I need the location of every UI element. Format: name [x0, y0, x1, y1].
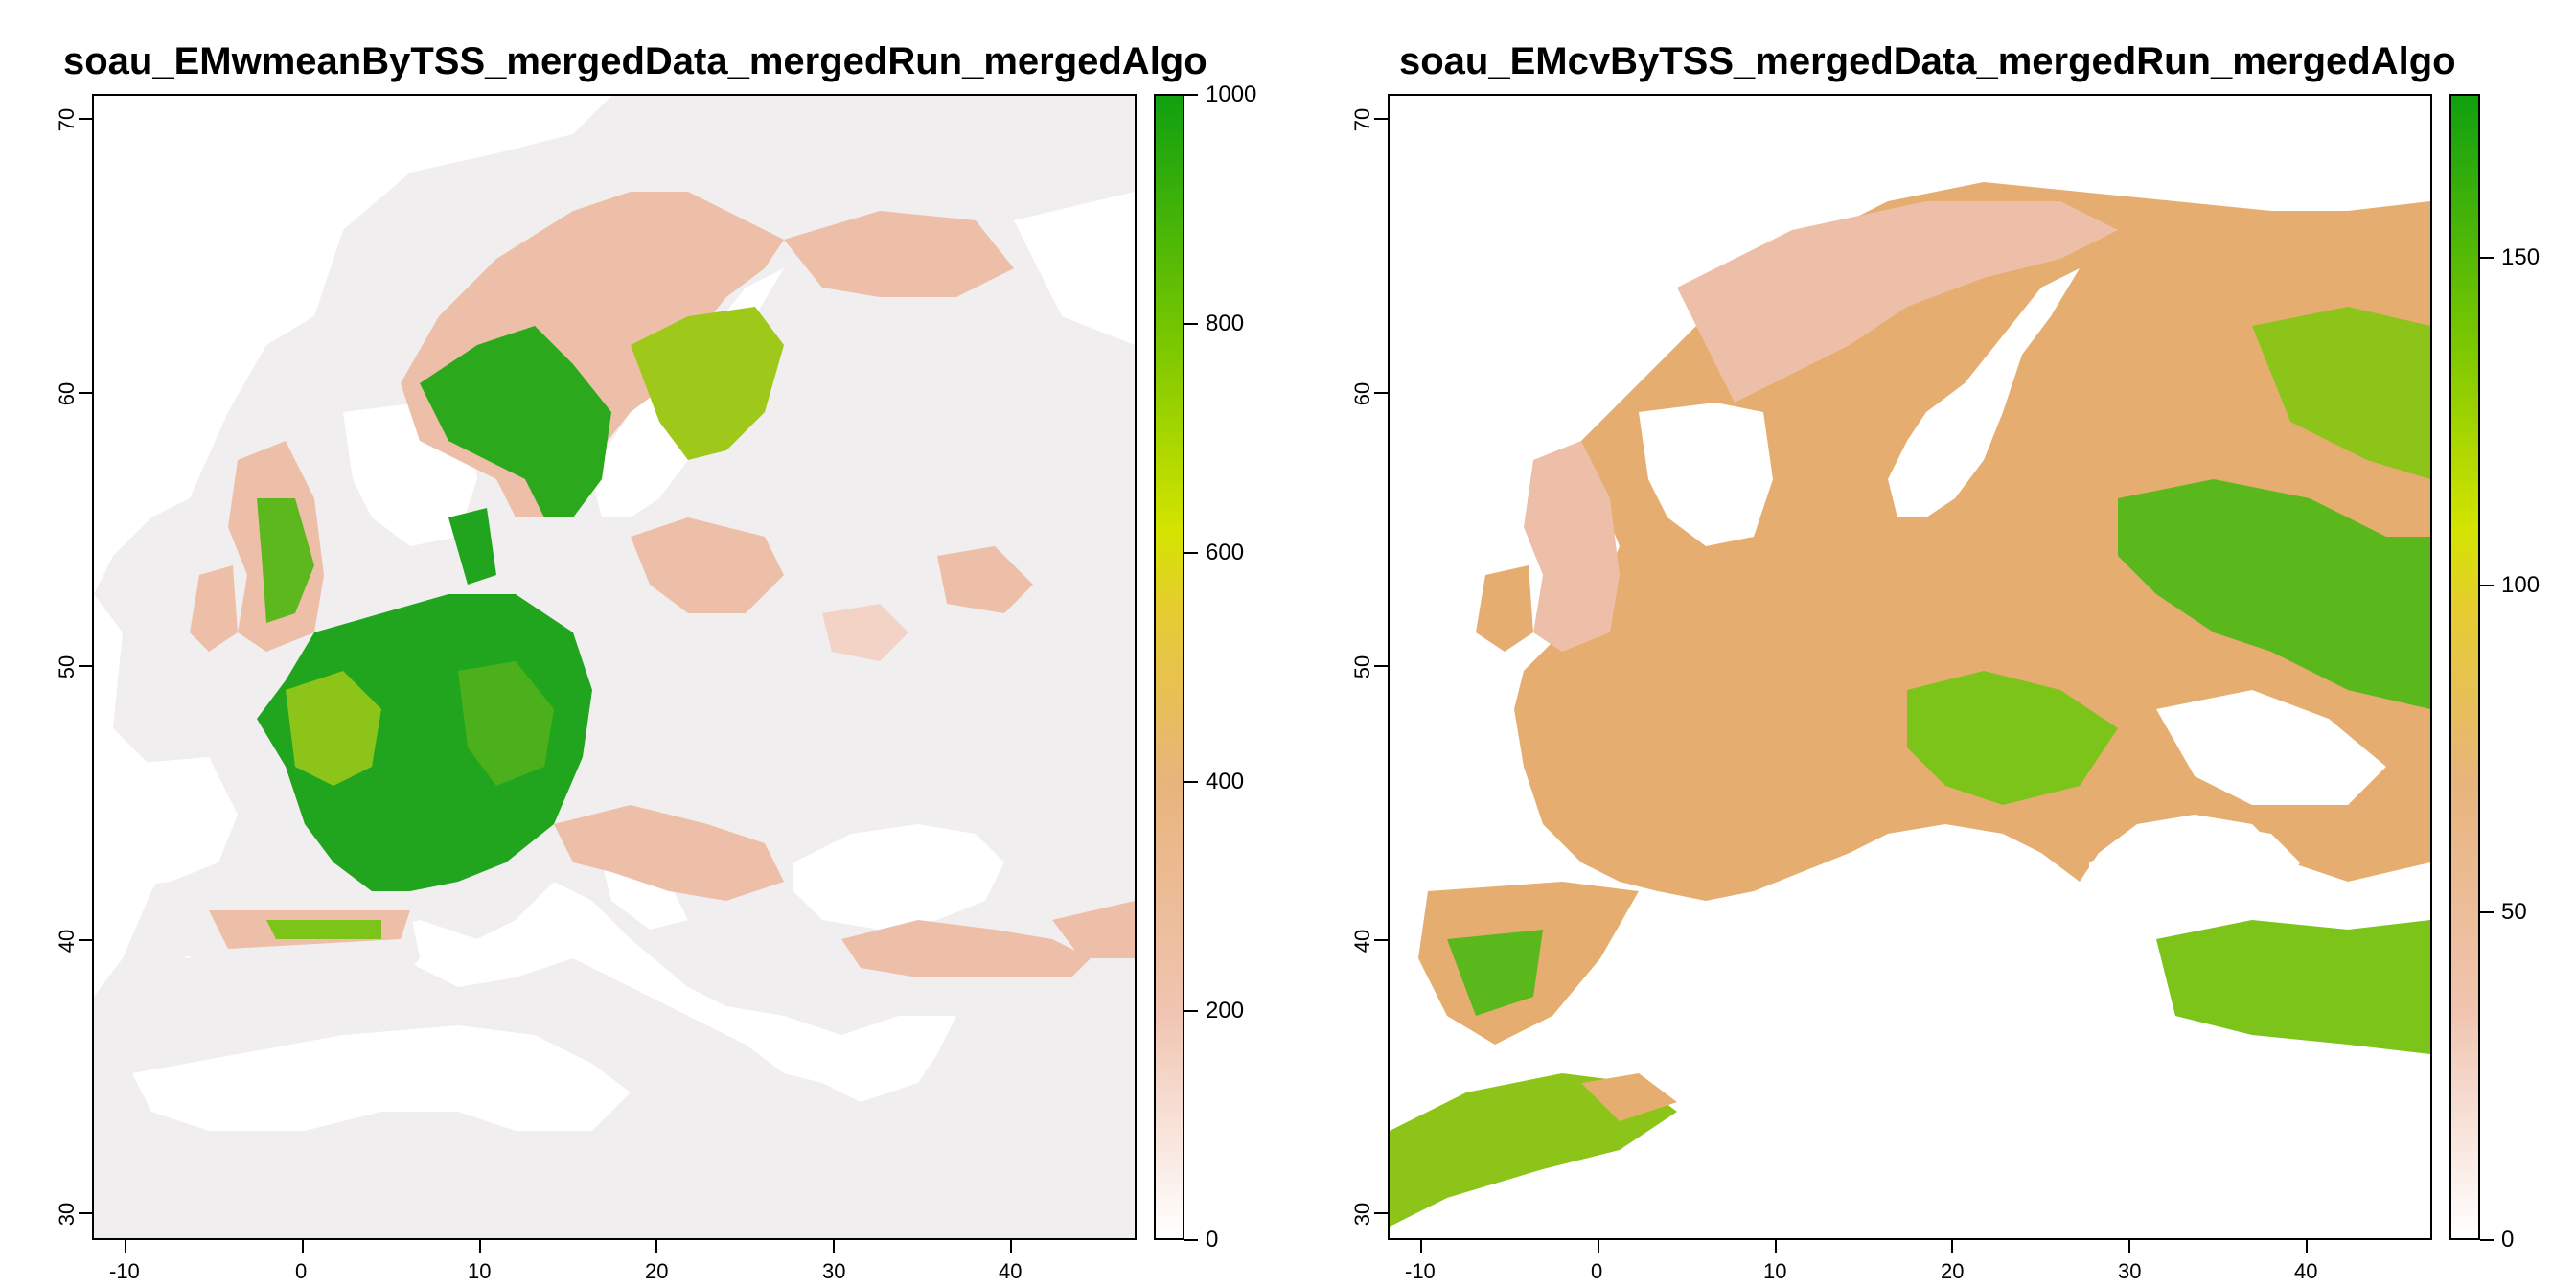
x-tick-label: 40: [2294, 1259, 2318, 1283]
y-tick-label: 60: [55, 381, 80, 406]
y-tick-label: 30: [55, 1202, 80, 1227]
y-tick-label: 40: [55, 929, 80, 954]
legend-label: 50: [2501, 899, 2527, 925]
x-tick-label: -10: [109, 1259, 140, 1283]
x-tick-label: 0: [295, 1259, 308, 1283]
x-tick-mark: [2128, 1240, 2130, 1254]
legend-tick-mark: [1184, 94, 1198, 96]
y-tick-mark: [1374, 118, 1388, 120]
y-tick-mark: [79, 392, 92, 394]
x-tick-label: -10: [1405, 1259, 1436, 1283]
legend-colorbar: [1154, 94, 1184, 1240]
y-tick-label: 70: [1350, 107, 1375, 132]
x-tick-mark: [125, 1240, 126, 1254]
x-tick-mark: [1775, 1240, 1777, 1254]
x-tick-mark: [2306, 1240, 2308, 1254]
legend-tick-mark: [1184, 1239, 1198, 1241]
x-tick-mark: [656, 1240, 657, 1254]
legend-label: 100: [2501, 572, 2541, 598]
x-tick-label: 0: [1591, 1259, 1603, 1283]
legend-label: 200: [1206, 998, 1245, 1024]
map-plot-area: [92, 94, 1137, 1240]
x-tick-label: 10: [1763, 1259, 1787, 1283]
map-panel-wmean: soau_EMwmeanByTSS_mergedData_mergedRun_m…: [55, 40, 1257, 1283]
legend-tick-mark: [1184, 552, 1198, 554]
y-tick-mark: [79, 939, 92, 941]
y-tick-mark: [79, 665, 92, 667]
legend-label: 150: [2501, 244, 2541, 270]
y-tick-mark: [1374, 1212, 1388, 1214]
legend-label: 600: [1206, 540, 1245, 565]
x-tick-mark: [1598, 1240, 1599, 1254]
x-tick-label: 10: [468, 1259, 492, 1283]
legend-label: 0: [2501, 1227, 2515, 1253]
map-raster: [94, 96, 1135, 1238]
y-tick-label: 50: [55, 655, 80, 679]
y-tick-label: 70: [55, 107, 80, 132]
legend-tick-mark: [2480, 257, 2494, 259]
map-plot-area: [1388, 94, 2432, 1240]
x-tick-mark: [1010, 1240, 1012, 1254]
y-tick-label: 30: [1350, 1202, 1375, 1227]
x-tick-mark: [479, 1240, 481, 1254]
legend-tick-mark: [2480, 1239, 2494, 1241]
map-title: soau_EMwmeanByTSS_mergedData_mergedRun_m…: [63, 40, 1208, 82]
x-tick-mark: [302, 1240, 304, 1254]
legend-tick-mark: [2480, 911, 2494, 913]
y-tick-mark: [1374, 392, 1388, 394]
y-tick-label: 50: [1350, 655, 1375, 679]
legend-label: 1000: [1206, 81, 1257, 107]
x-tick-label: 20: [1941, 1259, 1965, 1283]
x-tick-label: 30: [2118, 1259, 2142, 1283]
x-tick-label: 40: [999, 1259, 1023, 1283]
legend-tick-mark: [1184, 1010, 1198, 1012]
y-tick-mark: [1374, 939, 1388, 941]
legend-label: 800: [1206, 310, 1245, 336]
legend-label: 0: [1206, 1227, 1219, 1253]
x-tick-mark: [833, 1240, 835, 1254]
x-tick-label: 20: [645, 1259, 669, 1283]
x-tick-mark: [1420, 1240, 1422, 1254]
x-tick-label: 30: [822, 1259, 846, 1283]
y-tick-label: 40: [1350, 929, 1375, 954]
x-tick-mark: [1951, 1240, 1953, 1254]
y-tick-label: 60: [1350, 381, 1375, 406]
map-title: soau_EMcvByTSS_mergedData_mergedRun_merg…: [1399, 40, 2456, 82]
map-panel-cv: soau_EMcvByTSS_mergedData_mergedRun_merg…: [1288, 0, 2576, 1288]
legend-tick-mark: [1184, 781, 1198, 783]
legend-tick-mark: [1184, 323, 1198, 325]
map-raster: [1390, 96, 2430, 1238]
y-tick-mark: [79, 1212, 92, 1214]
legend-colorbar: [2450, 94, 2480, 1240]
y-tick-mark: [79, 118, 92, 120]
legend-label: 400: [1206, 769, 1245, 794]
y-tick-mark: [1374, 665, 1388, 667]
legend-tick-mark: [2480, 585, 2494, 586]
